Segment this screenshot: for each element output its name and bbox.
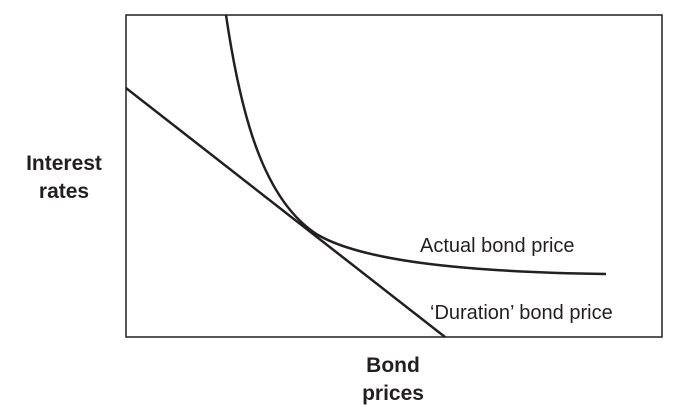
series-line-duration-bond-price	[125, 87, 446, 338]
x-axis-label-line-1: Bond	[366, 354, 420, 377]
series-label-actual-bond-price: Actual bond price	[420, 235, 575, 257]
x-axis-label-line-2: prices	[362, 382, 424, 405]
series-label-duration-bond-price: ‘Duration’ bond price	[430, 302, 613, 324]
y-axis-label-line-1: Interest	[26, 152, 102, 175]
y-axis-label-line-2: rates	[39, 180, 89, 203]
plot-frame	[125, 14, 663, 338]
series-line-actual-bond-price	[224, 14, 607, 276]
